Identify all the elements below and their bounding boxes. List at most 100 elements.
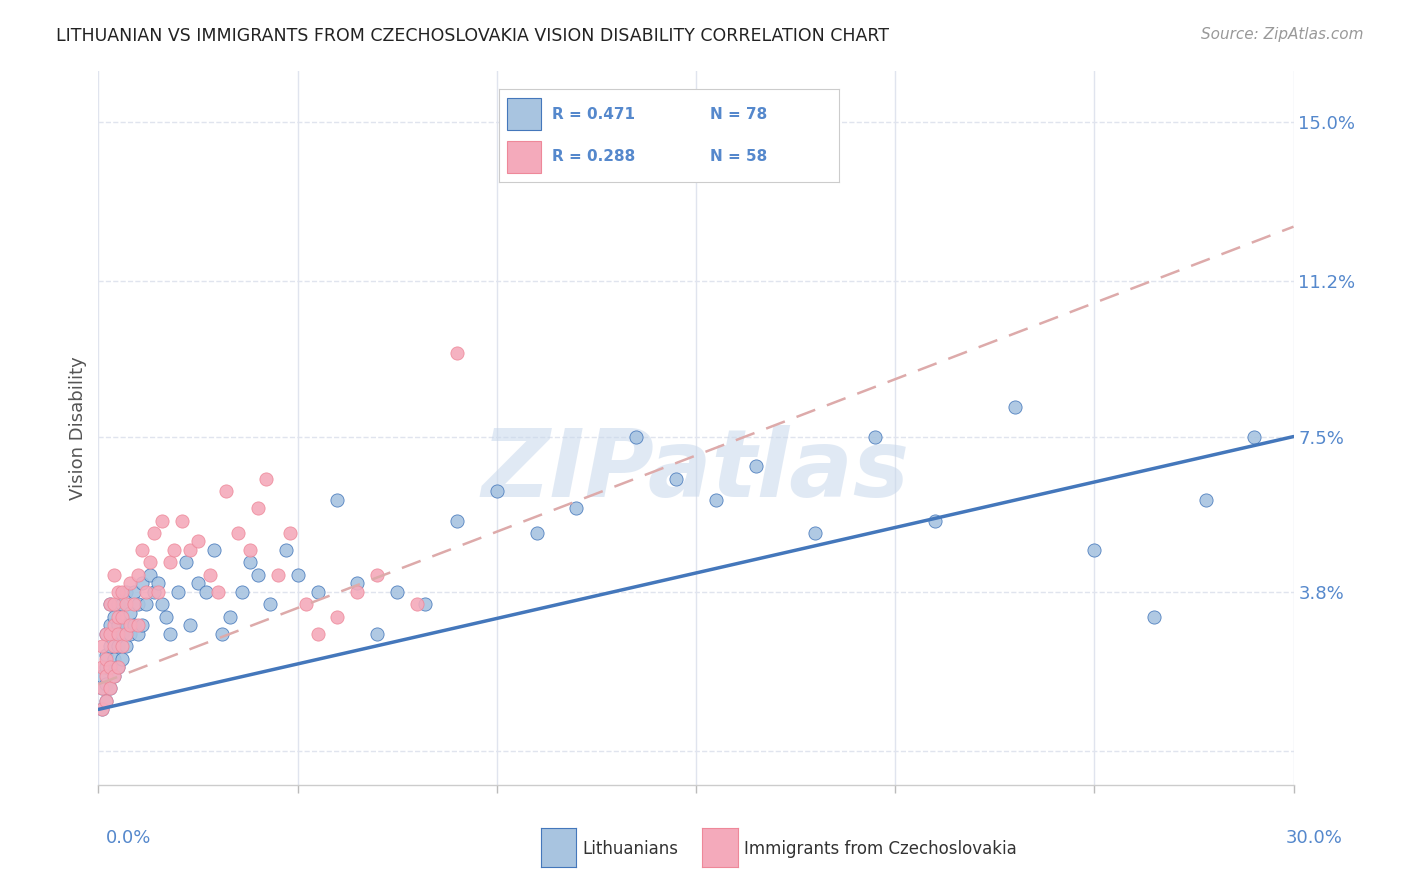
Point <box>202 542 225 557</box>
Point <box>98 660 122 674</box>
Point <box>107 640 129 654</box>
Point <box>111 640 134 654</box>
Point <box>307 627 329 641</box>
Point <box>120 576 142 591</box>
Text: 30.0%: 30.0% <box>1286 829 1343 847</box>
Point <box>115 627 138 641</box>
Point <box>103 652 125 666</box>
Point <box>287 568 309 582</box>
Point <box>1143 610 1166 624</box>
Point <box>163 542 186 557</box>
Point <box>254 471 277 485</box>
Point <box>259 598 281 612</box>
Point <box>239 556 262 570</box>
Point <box>174 556 197 570</box>
Point <box>91 669 114 683</box>
Point <box>91 660 114 674</box>
Point <box>127 627 149 641</box>
Point <box>150 514 173 528</box>
Point <box>96 652 118 666</box>
Point <box>111 610 134 624</box>
Point <box>96 677 118 691</box>
Point <box>120 627 142 641</box>
Point <box>226 526 249 541</box>
Point <box>526 526 548 541</box>
Point <box>246 500 269 515</box>
Point <box>167 585 190 599</box>
Point <box>91 702 114 716</box>
Point <box>103 618 125 632</box>
Point <box>148 576 170 591</box>
Point <box>172 514 194 528</box>
Point <box>274 542 297 557</box>
Point <box>103 669 125 683</box>
Point <box>127 598 149 612</box>
Point <box>346 576 368 591</box>
Point <box>98 627 122 641</box>
Point <box>98 598 122 612</box>
Point <box>135 598 157 612</box>
Point <box>159 627 181 641</box>
Point <box>111 627 134 641</box>
Point <box>446 514 468 528</box>
Point <box>231 585 253 599</box>
Point <box>96 627 118 641</box>
Point <box>307 585 329 599</box>
Text: Lithuanians: Lithuanians <box>582 840 679 858</box>
Point <box>366 627 388 641</box>
Point <box>565 500 588 515</box>
Point <box>111 585 134 599</box>
Point <box>211 627 233 641</box>
Point <box>366 568 388 582</box>
Point <box>187 576 209 591</box>
Point <box>98 681 122 696</box>
Point <box>745 458 768 473</box>
Point <box>406 598 429 612</box>
Point <box>98 618 122 632</box>
Point <box>96 694 118 708</box>
Point <box>139 556 162 570</box>
Point <box>98 681 122 696</box>
Point <box>131 618 153 632</box>
Point <box>239 542 262 557</box>
Point <box>96 627 118 641</box>
Point <box>91 681 114 696</box>
Point <box>1243 429 1265 443</box>
Point <box>103 598 125 612</box>
Point <box>704 492 727 507</box>
Point <box>215 484 238 499</box>
Point <box>103 669 125 683</box>
Point <box>91 640 114 654</box>
Point <box>195 585 218 599</box>
Point <box>143 585 166 599</box>
Point <box>1083 542 1105 557</box>
Point <box>120 606 142 620</box>
Point <box>1195 492 1218 507</box>
Point <box>115 618 138 632</box>
Point <box>98 598 122 612</box>
Point <box>103 640 125 654</box>
Point <box>98 640 122 654</box>
Point <box>148 585 170 599</box>
Point <box>91 702 114 716</box>
Point <box>294 598 316 612</box>
Point <box>246 568 269 582</box>
Point <box>326 492 349 507</box>
Point <box>107 660 129 674</box>
Point <box>115 598 138 612</box>
Point <box>804 526 827 541</box>
Point <box>127 568 149 582</box>
Point <box>124 618 146 632</box>
Point <box>103 610 125 624</box>
Text: ZIPatlas: ZIPatlas <box>482 425 910 517</box>
Point <box>107 610 129 624</box>
Point <box>120 618 142 632</box>
Point <box>207 585 229 599</box>
Point <box>107 627 129 641</box>
Point <box>485 484 508 499</box>
Point <box>326 610 349 624</box>
Point <box>413 598 436 612</box>
Point <box>924 514 946 528</box>
Point <box>159 556 181 570</box>
Text: 0.0%: 0.0% <box>105 829 150 847</box>
